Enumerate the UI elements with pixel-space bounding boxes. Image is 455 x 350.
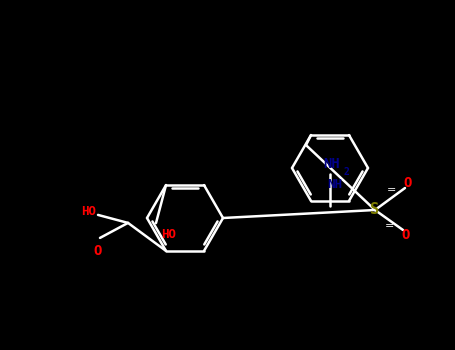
Text: O: O xyxy=(402,228,410,242)
Text: HO: HO xyxy=(161,228,176,241)
Text: O: O xyxy=(404,176,412,190)
Text: HO: HO xyxy=(81,205,96,218)
Text: 2: 2 xyxy=(343,167,349,177)
Text: O: O xyxy=(94,244,102,258)
Text: NH: NH xyxy=(324,157,340,171)
Text: =: = xyxy=(386,185,396,195)
Text: NH: NH xyxy=(328,178,343,191)
Text: =: = xyxy=(384,221,394,231)
Text: S: S xyxy=(370,203,379,217)
